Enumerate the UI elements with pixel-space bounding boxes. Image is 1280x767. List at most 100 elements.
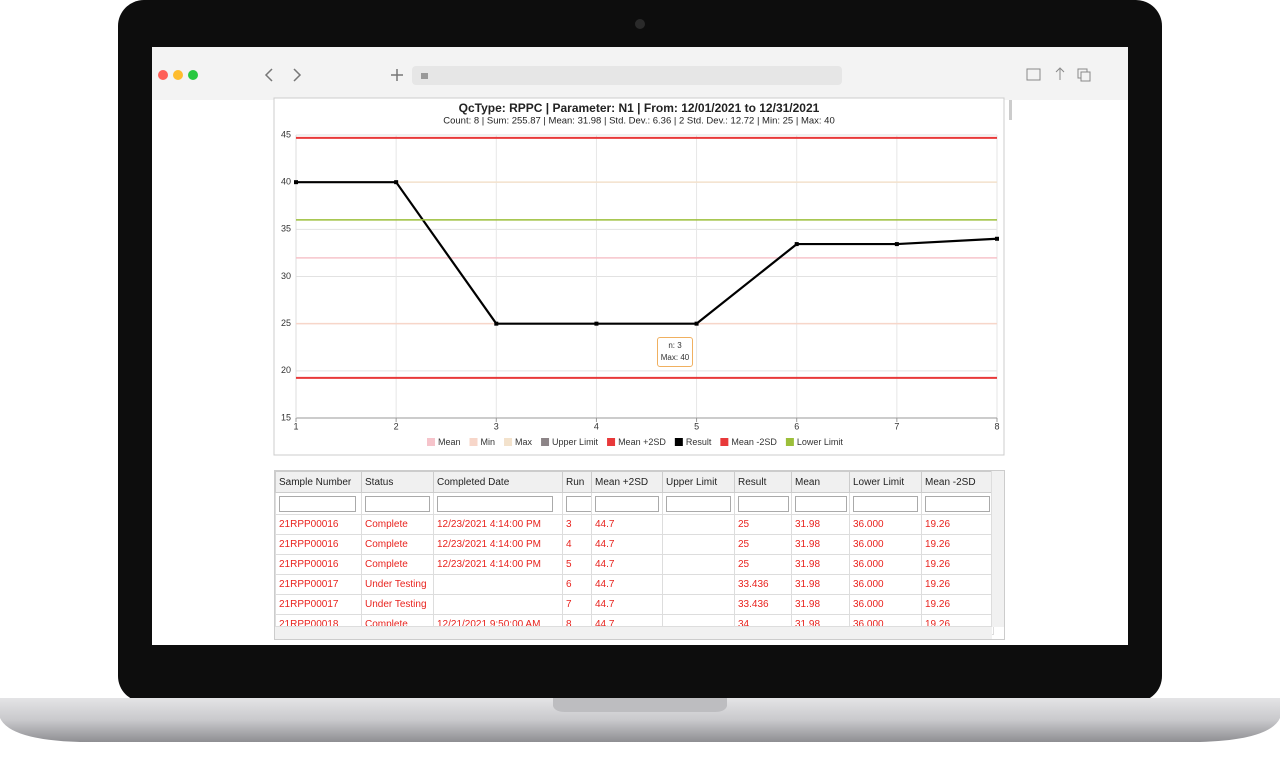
cell: 6 (562, 574, 592, 595)
reader-button[interactable] (1026, 68, 1041, 81)
data-point (694, 321, 699, 326)
tooltip: n: 3 Max: 40 (657, 337, 693, 367)
share-button[interactable] (1055, 67, 1065, 80)
filter-cell (275, 492, 362, 515)
cell (433, 574, 563, 595)
legend-swatch (427, 438, 435, 446)
filter-row (275, 492, 994, 515)
cell: Under Testing (361, 594, 434, 615)
horizontal-scrollbar[interactable] (275, 626, 992, 639)
cell: 31.98 (791, 534, 850, 555)
cell: 36.000 (849, 554, 922, 575)
y-tick-label: 45 (281, 129, 291, 139)
x-tick-label: 1 (293, 421, 298, 431)
cell: 36.000 (849, 574, 922, 595)
data-point (394, 180, 399, 185)
column-header: Mean +2SD (591, 471, 663, 493)
filter-input[interactable] (595, 495, 659, 512)
data-row: 21RPP00017 Under Testing 7 44.7 33.436 31.98 3… (275, 594, 994, 615)
column-header: Run (562, 471, 592, 493)
camera (635, 19, 645, 29)
filter-cell (562, 492, 592, 515)
forward-button[interactable] (293, 68, 302, 82)
filter-input[interactable] (666, 495, 731, 512)
cell: 12/23/2021 4:14:00 PM (433, 554, 563, 575)
cell (433, 594, 563, 615)
filter-input[interactable] (365, 495, 430, 512)
filter-input[interactable] (566, 495, 591, 512)
cell: 7 (562, 594, 592, 615)
back-button[interactable] (264, 68, 273, 82)
results-grid: Sample Number Status Completed Date Run Mean… (274, 470, 1005, 640)
filter-input[interactable] (738, 495, 789, 512)
column-header: Lower Limit (849, 471, 922, 493)
cell: Complete (361, 534, 434, 555)
y-tick-label: 35 (281, 224, 291, 234)
legend-label: Max (515, 437, 533, 447)
cell: 5 (562, 554, 592, 575)
series-line (296, 181, 998, 325)
cell: 21RPP00016 (275, 534, 362, 555)
legend-label: Upper Limit (552, 437, 599, 447)
filter-input[interactable] (853, 495, 918, 512)
cell (662, 554, 735, 575)
cell: 44.7 (591, 574, 663, 595)
cell: 19.26 (921, 554, 994, 575)
column-header: Mean -2SD (921, 471, 994, 493)
x-tick-label: 6 (794, 421, 799, 431)
legend-swatch (541, 438, 550, 446)
x-tick-label: 3 (494, 421, 499, 431)
header-row: Sample Number Status Completed Date Run Mean… (275, 471, 994, 493)
address-bar[interactable] (412, 66, 842, 85)
tooltip-line: Max: 40 (660, 353, 690, 362)
cell: 25 (734, 554, 792, 575)
cell: 44.7 (591, 534, 663, 555)
data-row: 21RPP00017 Under Testing 6 44.7 33.436 31.98 3… (275, 574, 994, 595)
filter-input[interactable] (925, 495, 990, 512)
data-point (995, 236, 999, 241)
column-header: Mean (791, 471, 850, 493)
legend-label: Mean +2SD (618, 437, 666, 447)
cell: 33.436 (734, 574, 792, 595)
x-tick-label: 7 (894, 421, 899, 431)
new-tab-button[interactable] (391, 69, 403, 81)
results-table: Sample Number Status Completed Date Run Mean… (275, 471, 994, 635)
cell: 12/23/2021 4:14:00 PM (433, 534, 563, 555)
legend-swatch (720, 438, 729, 446)
filter-input[interactable] (279, 495, 357, 512)
page-scrollbar[interactable] (1009, 100, 1012, 120)
legend-swatch (607, 438, 616, 446)
cell: 31.98 (791, 594, 850, 615)
filter-input[interactable] (795, 495, 847, 512)
legend-label: Mean -2SD (731, 437, 777, 447)
cell: Under Testing (361, 574, 434, 595)
cell: 4 (562, 534, 592, 555)
legend-label: Lower Limit (797, 437, 844, 447)
cell: 36.000 (849, 594, 922, 615)
chart-subtitle: Count: 8 | Sum: 255.87 | Mean: 31.98 | S… (443, 116, 835, 127)
legend-swatch (785, 438, 794, 446)
column-header: Sample Number (275, 471, 362, 493)
y-tick-label: 40 (281, 177, 291, 187)
data-point (494, 321, 499, 326)
cell: 3 (562, 514, 592, 535)
y-tick-label: 25 (281, 318, 291, 328)
filter-cell (591, 492, 663, 515)
filter-cell (433, 492, 563, 515)
cell: 36.000 (849, 514, 922, 535)
cell: 36.000 (849, 534, 922, 555)
filter-input[interactable] (437, 495, 553, 512)
minimize-button[interactable] (173, 70, 183, 80)
laptop-base (0, 698, 1280, 742)
column-header: Upper Limit (662, 471, 735, 493)
x-tick-label: 8 (994, 421, 999, 431)
zoom-button[interactable] (188, 70, 198, 80)
close-button[interactable] (158, 70, 168, 80)
filter-cell (662, 492, 735, 515)
column-header: Result (734, 471, 792, 493)
column-header: Status (361, 471, 434, 493)
y-tick-label: 30 (281, 271, 291, 281)
vertical-scrollbar[interactable] (991, 471, 1004, 627)
